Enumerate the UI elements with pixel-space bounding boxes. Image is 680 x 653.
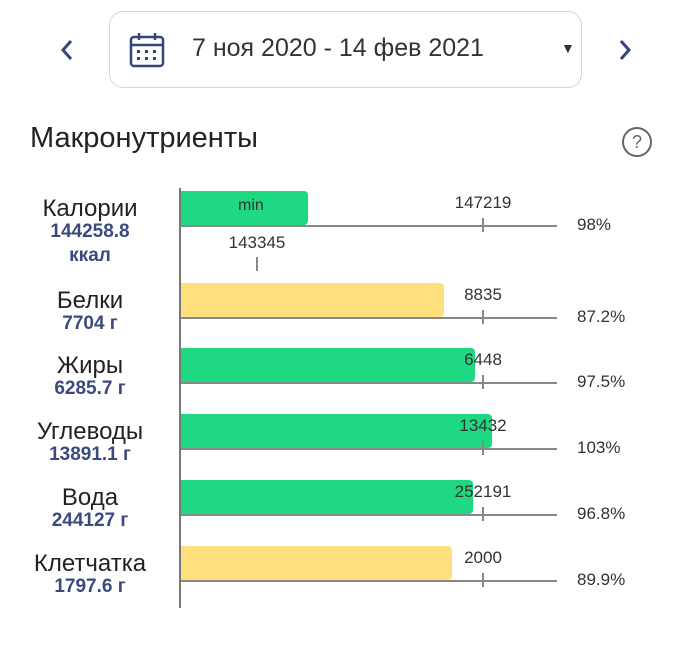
percent-value: 97.5% <box>577 372 626 391</box>
min-label: min <box>238 197 264 214</box>
progress-bar[interactable] <box>181 480 473 514</box>
target-tick <box>482 218 484 232</box>
baseline <box>181 225 557 227</box>
baseline <box>181 514 557 516</box>
target-tick <box>482 573 484 587</box>
chart-axis <box>179 188 181 608</box>
progress-bar[interactable] <box>181 414 492 448</box>
nutrient-name: Вода <box>61 484 119 511</box>
progress-bar[interactable] <box>181 283 444 317</box>
nutrient-name: Клетчатка <box>33 550 147 577</box>
nutrient-value: 7704 г <box>62 313 118 334</box>
percent-value: 96.8% <box>577 504 626 523</box>
nutrient-unit: ккал <box>69 245 111 266</box>
date-range-text[interactable]: 7 ноя 2020 - 14 фев 2021 <box>192 34 484 62</box>
nutrient-value: 6285.7 г <box>54 378 126 399</box>
nutrient-name: Жиры <box>56 352 124 379</box>
progress-bar[interactable] <box>181 191 308 225</box>
percent-value: 89.9% <box>577 570 626 589</box>
date-range-picker[interactable] <box>109 11 582 88</box>
baseline <box>181 317 557 319</box>
percent-value: 103% <box>577 438 621 457</box>
baseline <box>181 580 557 582</box>
section-title: Макронутриенты <box>30 122 258 154</box>
percent-value: 98% <box>577 215 612 234</box>
target-value: 252191 <box>454 482 512 501</box>
baseline <box>181 382 557 384</box>
baseline <box>181 448 557 450</box>
help-circle-icon[interactable]: ? <box>622 127 652 157</box>
min-value: 143345 <box>228 233 286 252</box>
target-tick <box>482 441 484 455</box>
prev-period-button[interactable] <box>52 30 82 70</box>
nutrient-value: 13891.1 г <box>49 444 131 465</box>
chevron-right-icon <box>619 40 632 60</box>
progress-bar[interactable] <box>181 546 452 580</box>
nutrient-value: 1797.6 г <box>54 576 126 597</box>
target-value: 8835 <box>464 285 502 304</box>
target-value: 2000 <box>464 548 502 567</box>
nutrient-name: Углеводы <box>36 418 144 445</box>
progress-bar[interactable] <box>181 348 475 382</box>
min-tick <box>256 257 258 271</box>
next-period-button[interactable] <box>610 30 640 70</box>
target-value: 147219 <box>454 193 512 212</box>
percent-value: 87.2% <box>577 307 626 326</box>
nutrient-value: 144258.8 <box>50 221 130 242</box>
target-tick <box>482 310 484 324</box>
target-value: 6448 <box>464 350 502 369</box>
nutrient-name: Белки <box>56 287 124 314</box>
nutrient-name: Калории <box>42 195 138 222</box>
chevron-left-icon <box>60 40 73 60</box>
target-tick <box>482 507 484 521</box>
target-tick <box>482 375 484 389</box>
target-value: 13432 <box>459 416 507 435</box>
caret-down-icon[interactable]: ▼ <box>561 40 575 56</box>
nutrient-value: 244127 г <box>51 510 129 531</box>
calendar-icon <box>128 31 166 74</box>
